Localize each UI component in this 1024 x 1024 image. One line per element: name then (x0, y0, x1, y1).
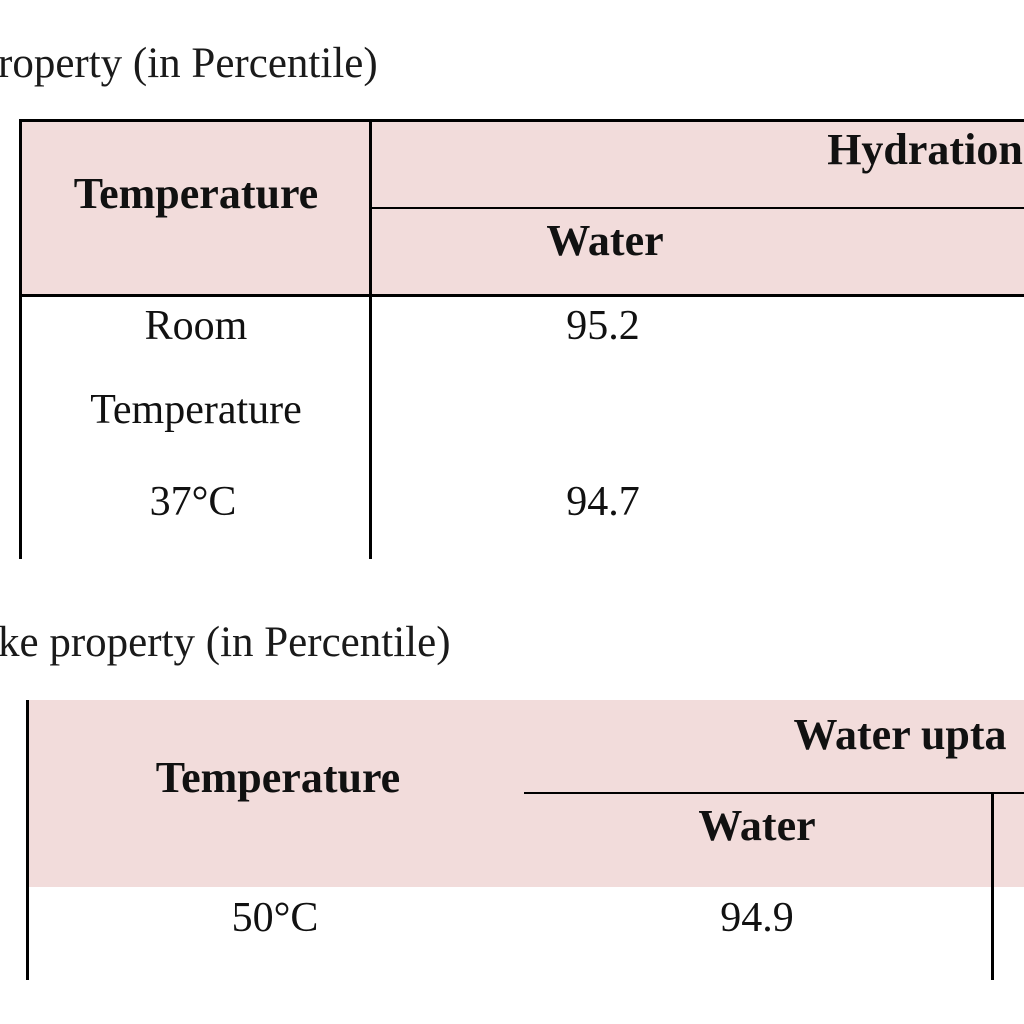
table1-left-border (19, 119, 22, 559)
table1-header-hydration: Hydration (827, 125, 1023, 174)
table2-header-water-uptake: Water upta (793, 710, 1007, 759)
table1-row1-temp-line1: Room (144, 303, 248, 349)
table1-caption: roperty (in Percentile) (0, 40, 378, 87)
table2-header-temperature: Temperature (155, 753, 401, 802)
table2-left-border (26, 700, 29, 980)
table1-row2-temp: 37°C (149, 479, 237, 525)
table1-header-bottom (19, 294, 1024, 297)
table1-header-water: Water (546, 216, 664, 265)
table2-row1-value: 94.9 (720, 895, 794, 941)
table1-row1-value: 95.2 (566, 303, 640, 349)
table2-caption: ke property (in Percentile) (0, 619, 451, 666)
table1-group-underline (369, 207, 1024, 209)
table1-row1-temp-line2: Temperature (90, 387, 302, 433)
table2-col-divider (991, 792, 994, 980)
table2-row1-temp: 50°C (231, 895, 319, 941)
table1-top-border (19, 119, 1024, 122)
table1-col-divider (369, 119, 372, 559)
table1-header-temperature: Temperature (73, 169, 319, 218)
table2-group-underline (524, 792, 1024, 794)
table2-header-water: Water (698, 801, 816, 850)
table1-row2-value: 94.7 (566, 479, 640, 525)
